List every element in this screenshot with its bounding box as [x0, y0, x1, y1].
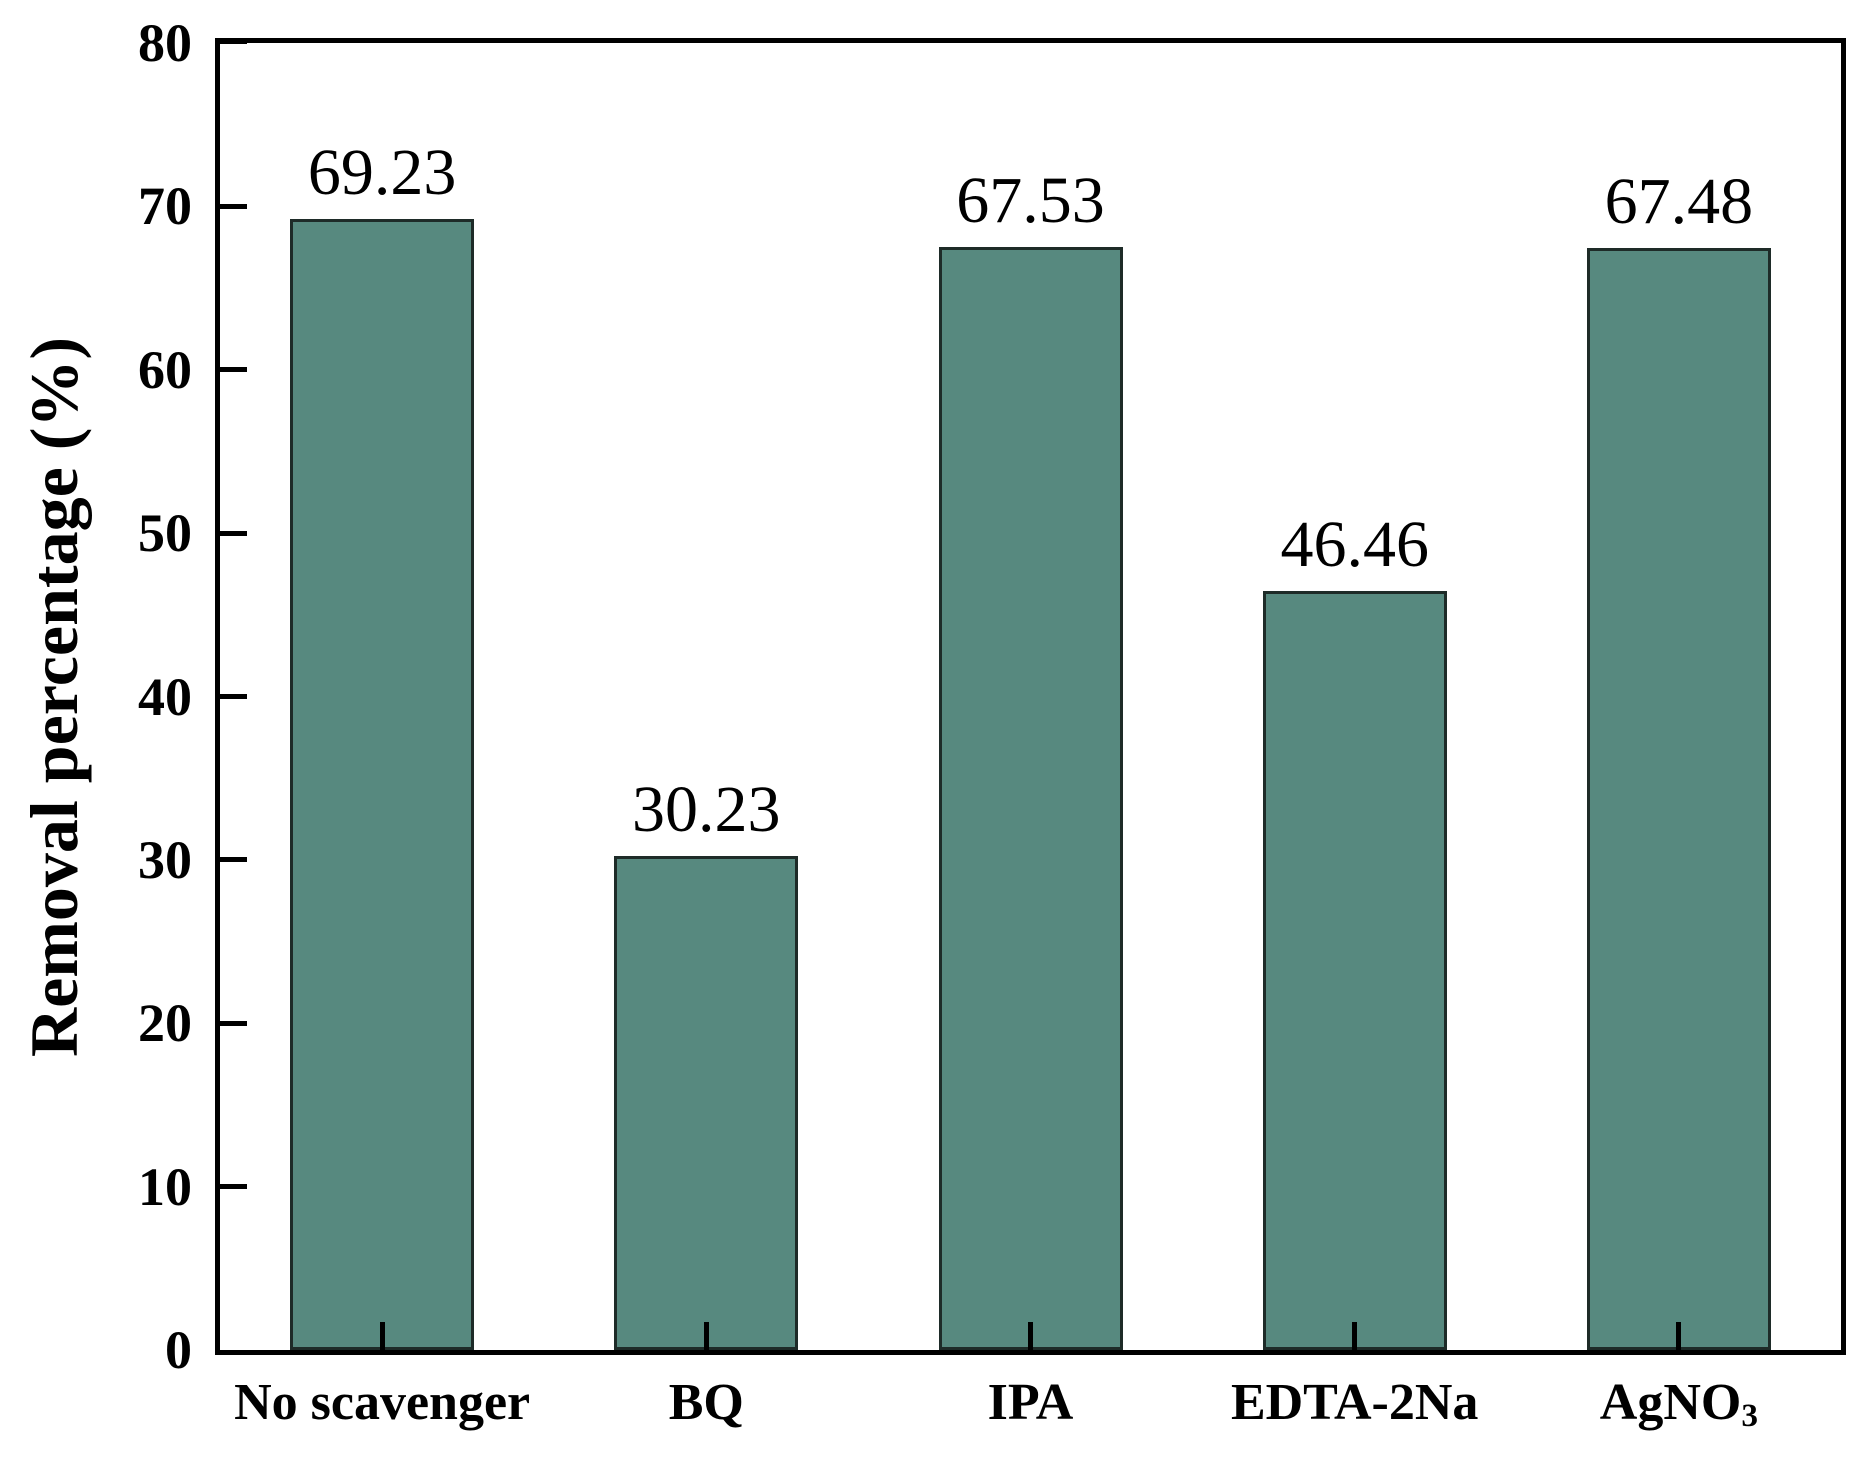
y-axis-tick-label-10: 10: [138, 1156, 192, 1217]
y-axis-tick-label-20: 20: [138, 993, 192, 1054]
bar-value-label-AgNO3: 67.48: [1604, 164, 1754, 238]
bar-BQ: [614, 856, 799, 1350]
y-axis-tick-label-60: 60: [138, 339, 192, 400]
y-axis-tick-80: [220, 38, 247, 44]
bar-value-label-BQ: 30.23: [632, 773, 781, 847]
x-category-label-AgNO3: AgNO3: [1599, 1374, 1758, 1435]
y-axis-tick-10: [220, 1184, 247, 1190]
y-axis-tick-70: [220, 203, 247, 209]
x-axis-tick-EDTA-2Na: [1352, 1322, 1358, 1350]
y-axis-tick-label-0: 0: [165, 1320, 192, 1380]
bar-value-label-No scavenger: 69.23: [307, 135, 457, 209]
x-axis-tick-BQ: [703, 1322, 709, 1350]
bar-EDTA-2Na: [1262, 590, 1447, 1350]
y-axis-tick-30: [220, 857, 247, 863]
y-axis-tick-0: [220, 1349, 247, 1355]
x-category-label-BQ: BQ: [668, 1374, 744, 1431]
x-axis-tick-IPA: [1028, 1322, 1033, 1350]
subscript: 3: [1741, 1397, 1758, 1435]
y-axis-tick-label-40: 40: [138, 666, 192, 727]
x-axis-tick-AgNO3: [1676, 1322, 1682, 1350]
bar-value-label-IPA: 67.53: [956, 163, 1105, 237]
x-category-label-IPA: IPA: [987, 1374, 1074, 1431]
bar-IPA: [938, 246, 1123, 1350]
x-axis-tick-No scavenger: [379, 1322, 385, 1350]
y-axis-tick-label-50: 50: [138, 503, 192, 564]
y-axis-tick-label-80: 80: [138, 13, 192, 73]
x-category-label-EDTA-2Na: EDTA-2Na: [1230, 1374, 1479, 1431]
y-axis-tick-label-30: 30: [138, 829, 192, 890]
bar-value-label-EDTA-2Na: 46.46: [1280, 507, 1429, 581]
y-axis-tick-60: [220, 367, 247, 373]
y-axis-tick-label-70: 70: [138, 176, 192, 237]
x-category-label-No scavenger: No scavenger: [234, 1374, 531, 1431]
bar-AgNO3: [1586, 247, 1771, 1350]
y-axis-tick-20: [220, 1020, 247, 1026]
bar-No scavenger: [290, 218, 475, 1350]
y-axis-tick-40: [220, 694, 247, 699]
y-axis-tick-50: [220, 530, 247, 536]
